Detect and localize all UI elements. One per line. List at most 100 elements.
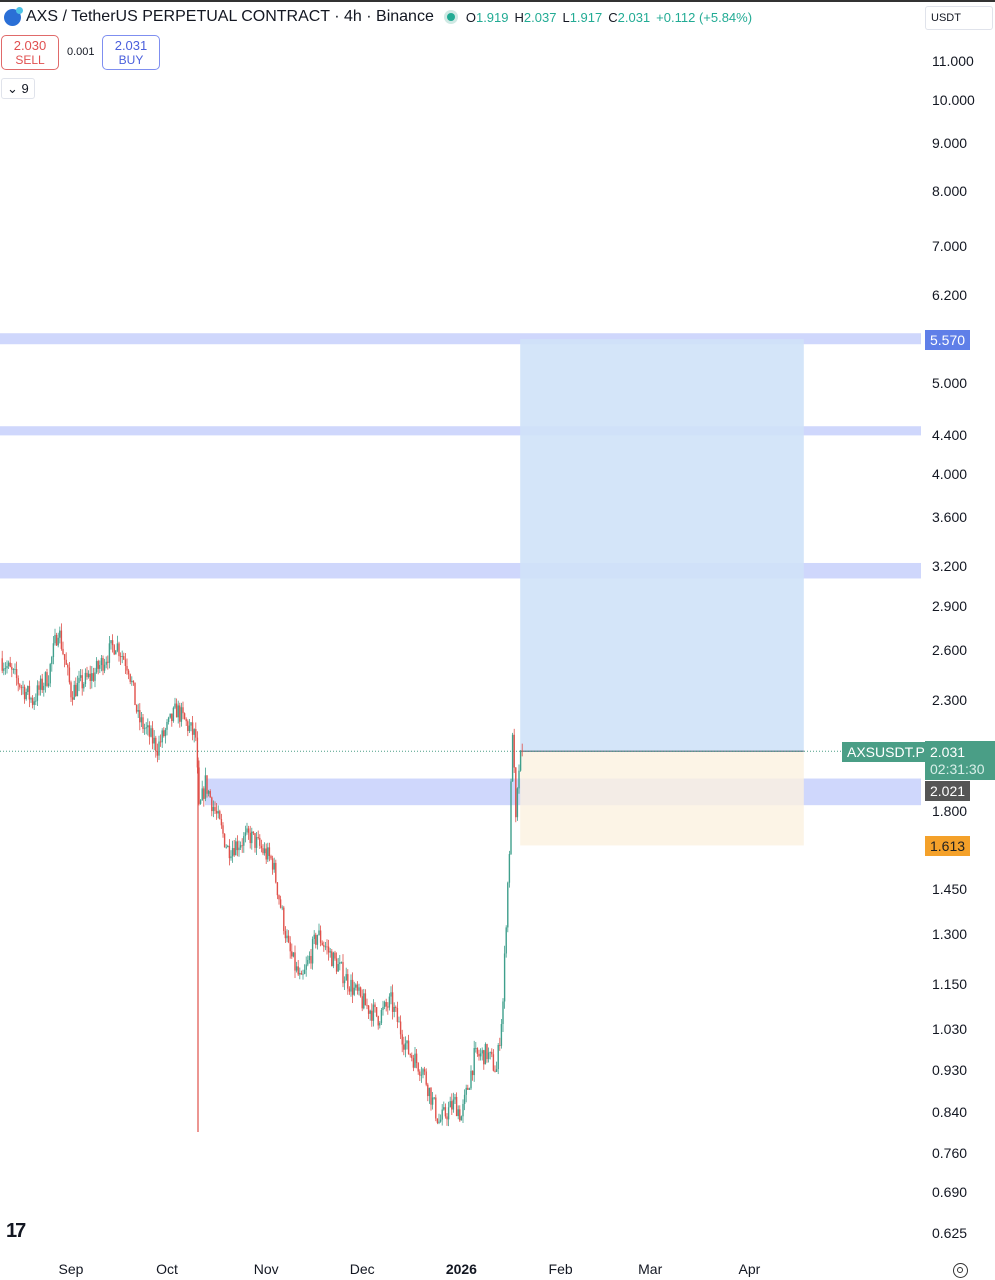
candle [239, 845, 242, 848]
candle [423, 1069, 426, 1072]
candle [369, 1010, 371, 1014]
candle [326, 946, 328, 948]
indicators-toggle[interactable]: ⌄ 9 [1, 78, 35, 99]
candle [372, 1004, 375, 1021]
sell-button[interactable]: 2.030 SELL [1, 35, 59, 70]
candle [521, 750, 523, 752]
candle [508, 854, 511, 883]
currency-select[interactable]: USDT [925, 6, 993, 30]
candle [407, 1040, 410, 1054]
candle [518, 770, 520, 789]
candle [100, 657, 103, 666]
candle [459, 1109, 461, 1121]
candle [291, 951, 293, 957]
candle [97, 661, 99, 669]
candle [188, 725, 191, 731]
candle [465, 1087, 467, 1095]
candle [324, 946, 327, 948]
candle [251, 831, 253, 844]
chevron-down-icon: ⌄ [7, 81, 22, 96]
candle [172, 707, 175, 722]
price-tick-label: 1.450 [932, 880, 968, 897]
high-label: H [514, 9, 524, 25]
candle [358, 987, 360, 991]
candle [283, 907, 285, 932]
candle [7, 662, 10, 666]
tradingview-logo[interactable]: 17 [6, 1220, 26, 1242]
candle [161, 730, 163, 743]
candle [175, 703, 178, 718]
candle [63, 654, 66, 660]
candle [428, 1087, 431, 1097]
price-tick-label: 9.000 [932, 134, 968, 151]
candle [139, 710, 141, 723]
candle [300, 973, 303, 975]
candle [151, 728, 154, 744]
candle [209, 791, 211, 798]
candle [19, 684, 21, 688]
candle [225, 847, 227, 848]
candle [507, 882, 509, 928]
candle [516, 788, 519, 818]
candle [177, 705, 179, 718]
candle [35, 700, 37, 702]
candle [404, 1043, 407, 1050]
candle [59, 630, 61, 638]
candle [124, 659, 127, 666]
price-tick-label: 2.900 [932, 597, 968, 614]
candle [1, 658, 3, 671]
candle [115, 650, 117, 655]
time-tick-label: Sep [58, 1261, 84, 1277]
settings-icon[interactable] [953, 1263, 968, 1278]
candle [11, 666, 13, 670]
candle [193, 729, 195, 735]
candle [412, 1058, 415, 1068]
candle [500, 1024, 503, 1046]
time-tick-label: Mar [638, 1261, 663, 1277]
candle [403, 1044, 405, 1050]
candle [462, 1104, 464, 1117]
candle [143, 728, 146, 730]
candle [313, 934, 315, 939]
candle [436, 1118, 439, 1123]
candle [446, 1116, 448, 1120]
price-tick-label: 8.000 [932, 183, 968, 200]
candle [231, 848, 234, 857]
candle [103, 664, 106, 671]
candle [417, 1063, 419, 1072]
candle [395, 1006, 397, 1009]
price-tick-label: 6.200 [932, 287, 968, 304]
candle [257, 837, 259, 838]
candle [471, 1070, 474, 1076]
candle [230, 856, 232, 859]
change-value: +0.112 (+5.84%) [656, 9, 753, 25]
candle [131, 680, 133, 682]
candle [57, 637, 59, 646]
candle [260, 845, 263, 849]
candle [228, 845, 231, 859]
price-chart[interactable] [0, 0, 922, 1250]
candle [38, 685, 40, 690]
candle [279, 899, 282, 908]
candle [263, 848, 266, 854]
symbol-title[interactable]: AXS / TetherUS PERPETUAL CONTRACT · 4h ·… [26, 8, 434, 25]
candle [68, 667, 71, 683]
candle [345, 974, 347, 981]
candle [84, 672, 87, 685]
candle [511, 734, 514, 782]
buy-button[interactable]: 2.031 BUY [102, 35, 160, 70]
candle [505, 927, 507, 954]
market-open-icon [443, 10, 458, 24]
candle [499, 1045, 501, 1046]
candle [111, 640, 114, 646]
candle [510, 781, 512, 855]
candle [391, 992, 394, 1012]
candle [303, 969, 306, 974]
candle [422, 1069, 424, 1075]
candle [243, 836, 245, 846]
candle [470, 1070, 472, 1089]
candle [102, 657, 104, 671]
candle [132, 680, 135, 683]
candle [187, 721, 189, 731]
candle [39, 678, 42, 690]
